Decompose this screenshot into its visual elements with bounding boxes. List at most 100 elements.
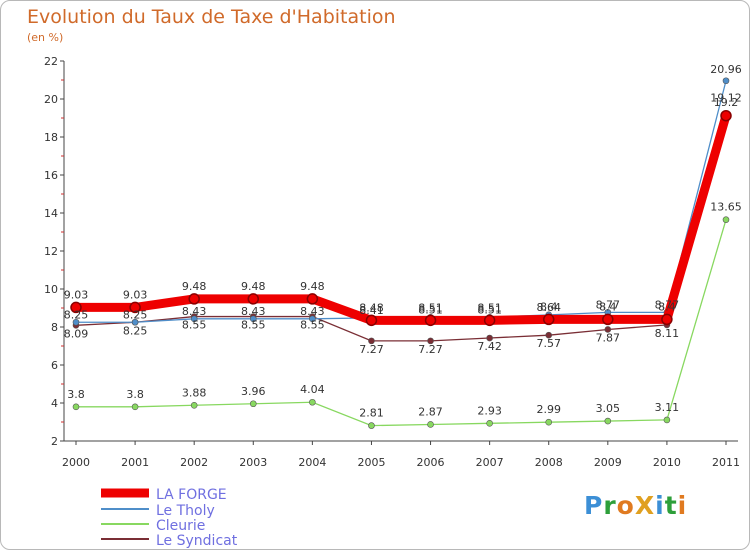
data-point: [424, 314, 437, 327]
data-label: 3.05: [596, 402, 621, 415]
data-label: 8.77: [596, 298, 621, 311]
data-point: [486, 420, 493, 427]
data-label: 8.48: [359, 301, 384, 314]
data-label: 2.87: [418, 405, 443, 418]
series-line-cleurie: [76, 219, 727, 427]
data-point: [604, 417, 612, 425]
data-label: 8.43: [182, 305, 207, 318]
data-point: [129, 301, 141, 314]
data-point: [309, 398, 316, 406]
data-label: 8.64: [536, 301, 561, 314]
x-tick-label: 2004: [298, 456, 326, 469]
data-label: 8.41: [359, 304, 384, 317]
data-point: [720, 109, 732, 122]
logo-letter: X: [634, 491, 656, 520]
y-tick-label: 20: [44, 93, 58, 106]
legend-label: Le Tholy: [156, 503, 215, 519]
data-point: [722, 77, 730, 85]
data-label: 13.65: [710, 201, 742, 214]
legend-label: Cleurie: [156, 518, 205, 534]
x-tick-label: 2005: [357, 456, 385, 469]
data-label: 8.77: [655, 298, 680, 311]
data-label: 8.11: [655, 327, 680, 340]
data-label: 19.12: [710, 92, 742, 105]
data-point: [602, 313, 614, 326]
proxiti-logo: ProXiti: [584, 491, 687, 520]
x-tick-label: 2009: [594, 456, 622, 469]
logo-letter: i: [655, 491, 665, 520]
data-point: [427, 421, 434, 428]
data-label: 7.87: [596, 331, 621, 344]
data-label: 3.11: [655, 401, 680, 414]
legend-label: Le Syndicat: [156, 533, 238, 549]
data-label: 2.93: [477, 404, 502, 417]
data-point: [131, 318, 139, 326]
data-point: [486, 334, 493, 342]
y-tick-label: 18: [44, 131, 58, 144]
data-point: [545, 331, 553, 339]
x-tick-label: 2010: [653, 456, 681, 469]
data-point: [190, 401, 198, 409]
data-label: 8.55: [241, 319, 266, 332]
y-tick-label: 14: [44, 207, 58, 220]
data-label: 20.96: [710, 63, 742, 76]
data-point: [247, 293, 260, 305]
data-label: 8.51: [477, 301, 502, 314]
data-label: 8.51: [418, 303, 443, 316]
x-tick-label: 2008: [535, 456, 563, 469]
data-point: [249, 400, 257, 408]
data-label: 2.81: [359, 407, 384, 420]
data-label: 9.03: [123, 288, 148, 301]
data-label: 8.25: [123, 324, 148, 337]
data-label: 8.51: [477, 303, 502, 316]
data-point: [661, 313, 673, 326]
data-point: [309, 315, 316, 323]
y-tick-label: 22: [44, 55, 58, 68]
y-tick-label: 12: [44, 245, 58, 258]
x-tick-label: 2006: [417, 456, 445, 469]
series-line-le-tholy: [76, 80, 727, 323]
data-point: [188, 293, 200, 305]
logo-letter: t: [664, 491, 678, 520]
logo-letter: r: [603, 491, 617, 520]
data-label: 8.43: [300, 305, 325, 318]
y-axis-unit: (en %): [27, 31, 64, 44]
data-point: [427, 337, 434, 345]
data-label: 3.88: [182, 386, 207, 399]
y-tick-label: 4: [51, 397, 58, 410]
data-point: [249, 315, 257, 323]
data-point: [604, 326, 612, 333]
data-point: [663, 416, 671, 424]
x-tick-label: 2001: [121, 456, 149, 469]
data-label: 8.4: [599, 300, 617, 313]
data-label: 8.55: [182, 319, 207, 332]
data-label: 7.27: [418, 343, 443, 356]
y-tick-label: 16: [44, 169, 58, 182]
data-point: [190, 315, 198, 323]
series-line-le-syndicat: [75, 114, 727, 342]
data-point: [368, 337, 375, 345]
data-label: 2.99: [536, 403, 561, 416]
y-tick-label: 8: [51, 321, 58, 334]
x-tick-label: 2011: [712, 456, 740, 469]
data-label: 8.51: [418, 301, 443, 314]
data-label: 4.04: [300, 383, 325, 396]
data-label: 8.25: [123, 308, 148, 321]
x-tick-label: 2007: [476, 456, 504, 469]
data-point: [72, 318, 80, 326]
data-label: 8.55: [300, 319, 325, 332]
data-label: 7.42: [477, 340, 502, 353]
data-point: [545, 418, 553, 426]
data-label: 3.96: [241, 385, 266, 398]
x-tick-label: 2003: [239, 456, 267, 469]
data-label: 8.4: [540, 300, 558, 313]
legend-label: LA FORGE: [156, 487, 227, 503]
data-point: [72, 403, 80, 411]
data-label: 8.4: [658, 300, 676, 313]
data-label: 8.43: [241, 305, 266, 318]
data-label: 9.48: [182, 280, 207, 293]
logo-letter: i: [677, 491, 688, 520]
data-label: 7.57: [536, 337, 561, 350]
y-tick-label: 10: [44, 283, 58, 296]
